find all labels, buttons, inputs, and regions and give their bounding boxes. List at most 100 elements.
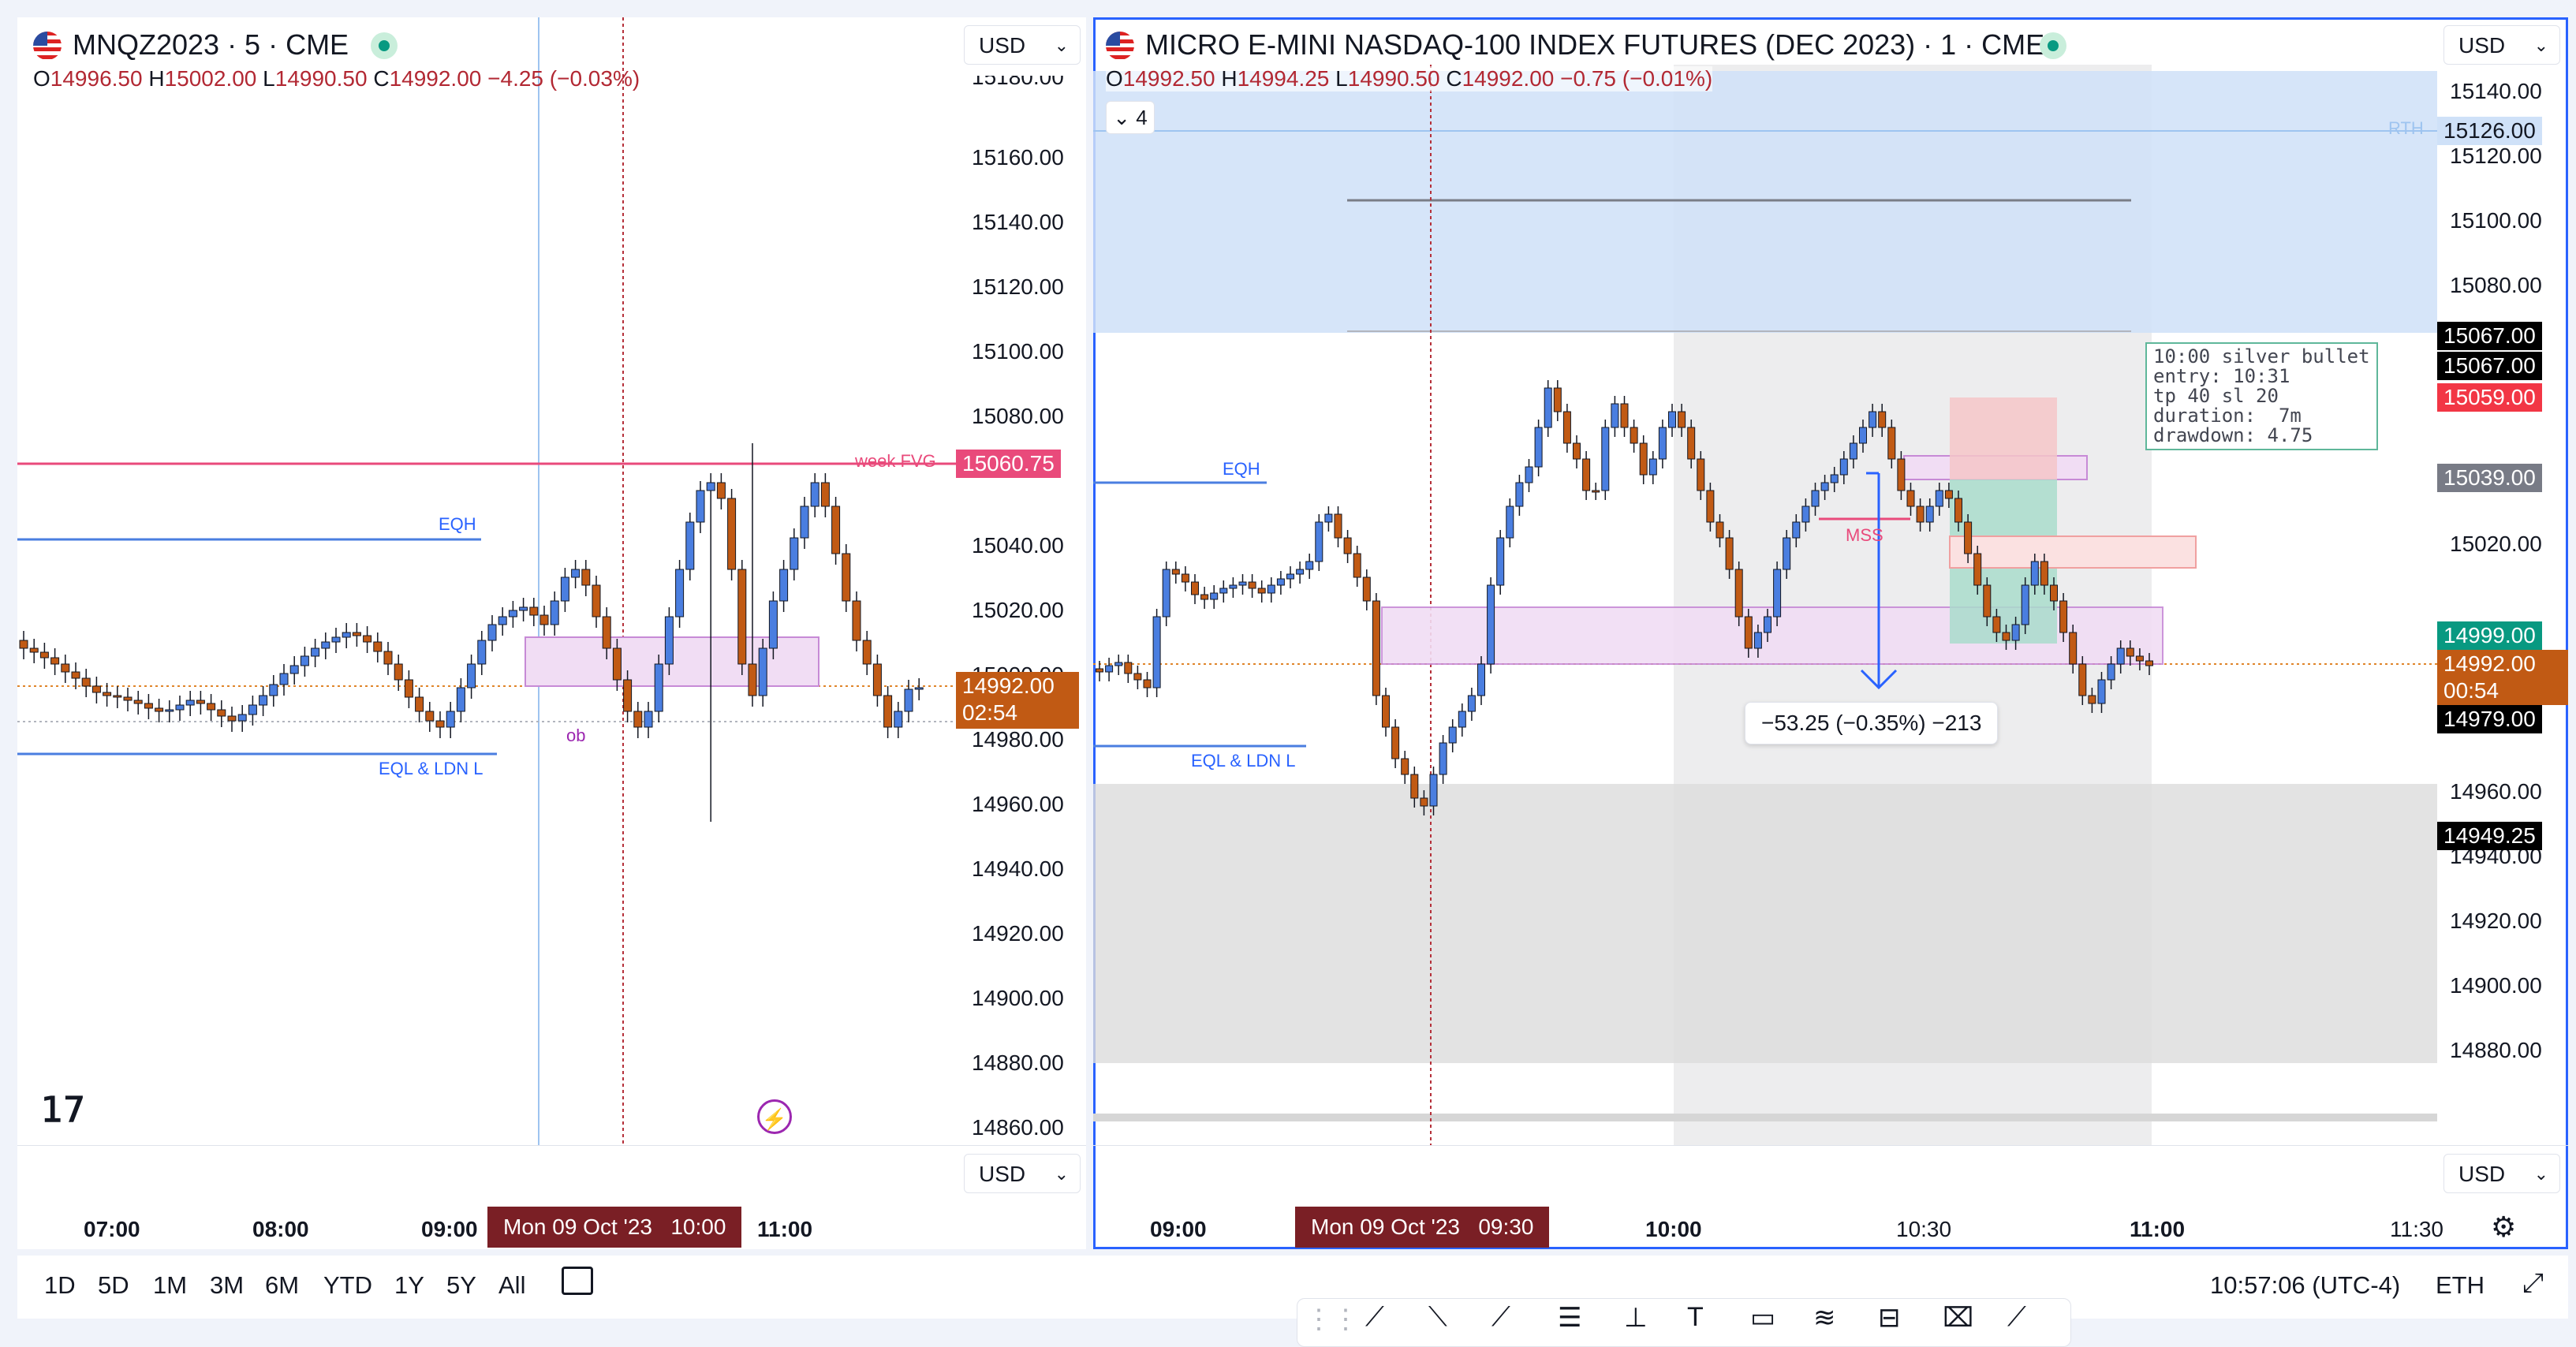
- range-button-all[interactable]: All: [498, 1271, 526, 1299]
- right-chart-canvas[interactable]: [1093, 17, 2437, 1145]
- candle-body: [1592, 490, 1600, 493]
- candle-body: [207, 703, 216, 711]
- candle-body: [248, 704, 257, 715]
- left-bottom-currency-select[interactable]: USD ⌄: [964, 1154, 1081, 1193]
- chevron-down-icon: ⌄: [1054, 1164, 1069, 1184]
- candle-body: [1229, 584, 1238, 589]
- indicators-toggle[interactable]: ⌄ 4: [1106, 101, 1155, 134]
- candle-body: [2040, 561, 2048, 586]
- fib-icon[interactable]: ≋: [1813, 1303, 1836, 1333]
- right-chart-pane[interactable]: RTH EQH EQL & LDN L MSS 10:00 silver bul…: [1093, 17, 2568, 1249]
- tradingview-logo[interactable]: 𝟣𝟩: [41, 1091, 85, 1129]
- us-flag-icon: [33, 32, 62, 60]
- left-time-label: 09:00: [421, 1217, 478, 1241]
- candle-body: [800, 506, 809, 539]
- candle-body: [227, 715, 237, 722]
- goto-date-icon[interactable]: [562, 1267, 593, 1295]
- horizontal-line-icon[interactable]: ☰: [1558, 1303, 1582, 1333]
- candle-body: [383, 651, 393, 665]
- candle-body: [883, 695, 893, 728]
- candle-body: [1773, 569, 1782, 618]
- range-button-1m[interactable]: 1M: [153, 1271, 188, 1299]
- candle-body: [1611, 403, 1619, 428]
- range-button-1y[interactable]: 1Y: [394, 1271, 424, 1299]
- extended-line-icon[interactable]: ⟋: [1491, 1302, 1510, 1332]
- session-toggle[interactable]: ETH: [2436, 1271, 2485, 1299]
- candle-body: [2011, 624, 2020, 641]
- candle-body: [539, 614, 549, 625]
- text-tool-icon[interactable]: T: [1687, 1302, 1704, 1332]
- left-time-axis[interactable]: USD ⌄ 07:00 08:00 09:00 11:00 Mon 09 Oct …: [17, 1145, 1086, 1249]
- silver-bullet-note[interactable]: 10:00 silver bullet entry: 10:31 tp 40 s…: [2145, 342, 2378, 450]
- chevron-down-icon: ⌄: [1113, 106, 1131, 129]
- range-button-5d[interactable]: 5D: [98, 1271, 129, 1299]
- parallel-channel-icon[interactable]: ⊟: [1878, 1303, 1901, 1333]
- left-price-label: 14940.00: [972, 856, 1064, 881]
- candle-body: [623, 679, 633, 712]
- candle-body: [685, 521, 695, 570]
- vertical-line-icon[interactable]: ⊥: [1624, 1303, 1648, 1333]
- candle-body: [19, 640, 28, 649]
- right-time-label: 10:00: [1645, 1217, 1702, 1241]
- brush-icon[interactable]: ⟋: [2007, 1302, 2026, 1332]
- left-symbol-title[interactable]: MNQZ2023 · 5 · CME: [73, 28, 349, 61]
- drag-handle-icon[interactable]: ⋮⋮: [1305, 1304, 1359, 1334]
- right-symbol-title[interactable]: MICRO E-MINI NASDAQ-100 INDEX FUTURES (D…: [1145, 28, 2045, 61]
- trend-line-icon[interactable]: ⟋: [1365, 1302, 1384, 1332]
- candle-body: [342, 632, 351, 638]
- ray-icon[interactable]: ⟍: [1428, 1302, 1447, 1332]
- candle-body: [165, 709, 174, 712]
- candle-body: [91, 685, 101, 693]
- price-tag-14999: 14999.00: [2437, 621, 2542, 650]
- candle-body: [1496, 537, 1505, 586]
- range-button-5y[interactable]: 5Y: [446, 1271, 476, 1299]
- candle-body: [914, 687, 924, 690]
- left-price-label: 14860.00: [972, 1115, 1064, 1140]
- lightning-alert-icon[interactable]: ⚡: [757, 1099, 792, 1134]
- left-last-price-tag: 14992.00 02:54: [956, 672, 1079, 729]
- left-price-label: 15140.00: [972, 210, 1064, 234]
- left-price-label: 14960.00: [972, 792, 1064, 816]
- fullscreen-icon[interactable]: ⤢: [2522, 1268, 2544, 1298]
- left-chart-canvas[interactable]: [17, 17, 956, 1145]
- candle-body: [2030, 561, 2039, 586]
- right-currency-select[interactable]: USD ⌄: [2443, 25, 2560, 65]
- candle-body: [1811, 490, 1820, 507]
- range-button-ytd[interactable]: YTD: [323, 1271, 372, 1299]
- left-chart-pane[interactable]: week FVG EQH EQL & LDN L ob MNQZ2023 · 5…: [17, 17, 1086, 1249]
- candle-body: [103, 692, 112, 696]
- price-tag-15067-a: 15067.00: [2437, 322, 2542, 350]
- candle-body: [1706, 490, 1715, 523]
- left-price-label: 15120.00: [972, 274, 1064, 299]
- settings-gear-icon[interactable]: ⚙: [2491, 1211, 2517, 1243]
- candle-body: [1648, 458, 1657, 476]
- measure-label[interactable]: −53.25 (−0.35%) −213: [1745, 702, 1999, 744]
- candle-body: [39, 651, 49, 659]
- candle-body: [1114, 662, 1123, 666]
- candle-body: [1678, 411, 1686, 428]
- right-bottom-currency-select[interactable]: USD ⌄: [2443, 1154, 2560, 1193]
- candle-body: [1553, 387, 1562, 412]
- candle-body: [2050, 584, 2058, 602]
- candle-body: [144, 703, 153, 709]
- candle-body: [1200, 594, 1209, 600]
- left-currency-select[interactable]: USD ⌄: [964, 25, 1081, 65]
- candle-body: [1573, 442, 1581, 460]
- candle-body: [81, 677, 91, 687]
- right-time-axis[interactable]: USD ⌄ 09:00 10:00 10:30 11:00 11:30 Mon 0…: [1093, 1145, 2568, 1249]
- candle-body: [1878, 411, 1887, 428]
- candle-body: [894, 711, 903, 728]
- path-icon[interactable]: ⌧: [1943, 1303, 1974, 1333]
- range-button-3m[interactable]: 3M: [210, 1271, 245, 1299]
- candle-body: [1286, 573, 1294, 580]
- range-button-6m[interactable]: 6M: [265, 1271, 300, 1299]
- candle-body: [373, 641, 383, 652]
- range-button-1d[interactable]: 1D: [44, 1271, 76, 1299]
- clock-display[interactable]: 10:57:06 (UTC-4): [2210, 1271, 2401, 1299]
- candle-body: [1534, 427, 1543, 468]
- candle-body: [1487, 584, 1495, 665]
- rectangle-icon[interactable]: ▭: [1750, 1303, 1776, 1333]
- candle-body: [1944, 490, 1953, 499]
- candle-body: [1401, 758, 1409, 775]
- candle-body: [1582, 458, 1591, 491]
